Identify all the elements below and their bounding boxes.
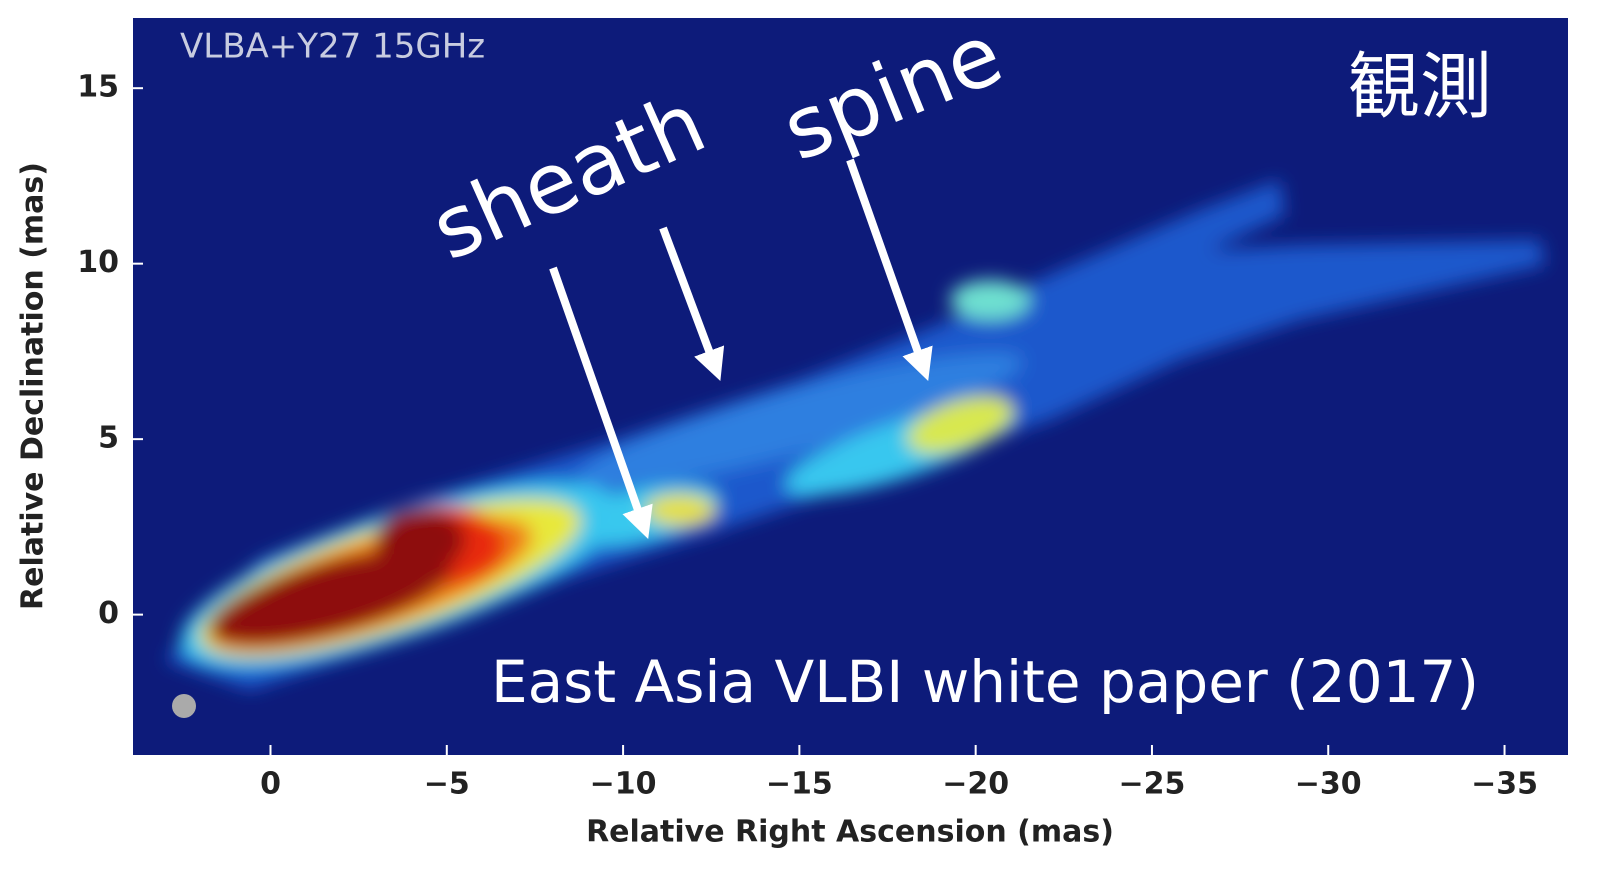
- x-tick-label: −15: [766, 767, 833, 802]
- chart: VLBA+Y27 15GHz 観測 sheath spine East Asia…: [0, 0, 1613, 878]
- y-tick-label: 0: [98, 596, 119, 631]
- y-tick-label: 10: [77, 245, 119, 280]
- x-tick-label: −25: [1119, 767, 1186, 802]
- beam: [172, 694, 196, 718]
- annotation: 観測: [1348, 45, 1492, 129]
- map-title: VLBA+Y27 15GHz: [180, 27, 485, 67]
- y-tick-label: 5: [98, 421, 119, 456]
- annotation: East Asia VLBI white paper (2017): [491, 648, 1479, 716]
- y-axis-label: Relative Declination (mas): [16, 162, 51, 610]
- x-tick-label: 0: [260, 767, 281, 802]
- y-tick-label: 15: [77, 70, 119, 105]
- x-tick-label: −35: [1471, 767, 1538, 802]
- x-tick-label: −10: [590, 767, 657, 802]
- x-tick-label: −30: [1295, 767, 1362, 802]
- x-tick-label: −5: [424, 767, 470, 802]
- x-axis-label: Relative Right Ascension (mas): [586, 815, 1114, 850]
- x-tick-label: −20: [942, 767, 1009, 802]
